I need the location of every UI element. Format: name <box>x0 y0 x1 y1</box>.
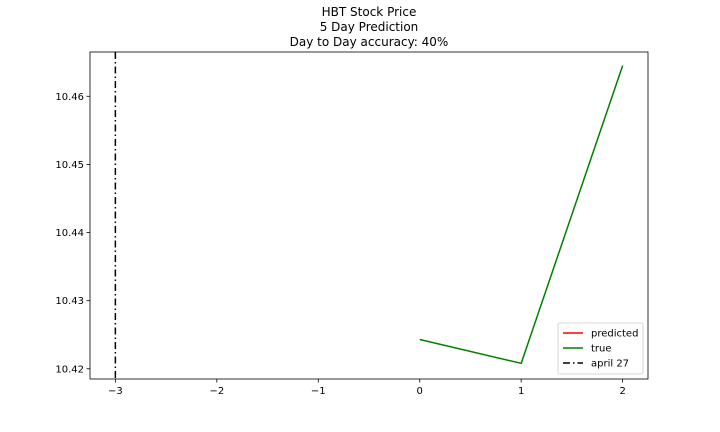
x-axis: −3 −2 −1 0 1 2 <box>108 379 626 397</box>
chart-title-line-3: Day to Day accuracy: 40% <box>290 35 449 49</box>
x-tick-label: −2 <box>209 386 224 397</box>
legend: predicted true april 27 <box>557 322 644 375</box>
y-tick-label: 10.43 <box>55 296 84 307</box>
legend-label-predicted: predicted <box>591 329 638 340</box>
legend-entries: predicted true april 27 <box>563 329 638 370</box>
legend-label-april-27: april 27 <box>591 359 629 370</box>
y-tick-label: 10.42 <box>55 364 84 375</box>
x-tick-label: 2 <box>619 386 625 397</box>
y-tick-label: 10.46 <box>55 92 84 103</box>
x-tick-label: 1 <box>518 386 524 397</box>
chart-title-line-2: 5 Day Prediction <box>320 20 419 34</box>
x-tick-label: −1 <box>311 386 326 397</box>
x-tick-label: −3 <box>108 386 123 397</box>
series-layer <box>419 65 624 365</box>
y-tick-label: 10.44 <box>55 228 84 239</box>
chart-title-line-1: HBT Stock Price <box>322 5 417 19</box>
plot-area <box>89 51 649 380</box>
legend-box <box>557 322 644 375</box>
legend-label-true: true <box>591 344 612 355</box>
x-tick-label: 0 <box>417 386 423 397</box>
axes-frame <box>89 51 649 380</box>
series-line-true <box>419 65 624 365</box>
chart-title: HBT Stock Price 5 Day Prediction Day to … <box>290 5 449 49</box>
y-axis: 10.42 10.43 10.44 10.45 10.46 <box>55 92 90 375</box>
y-tick-label: 10.45 <box>55 160 84 171</box>
